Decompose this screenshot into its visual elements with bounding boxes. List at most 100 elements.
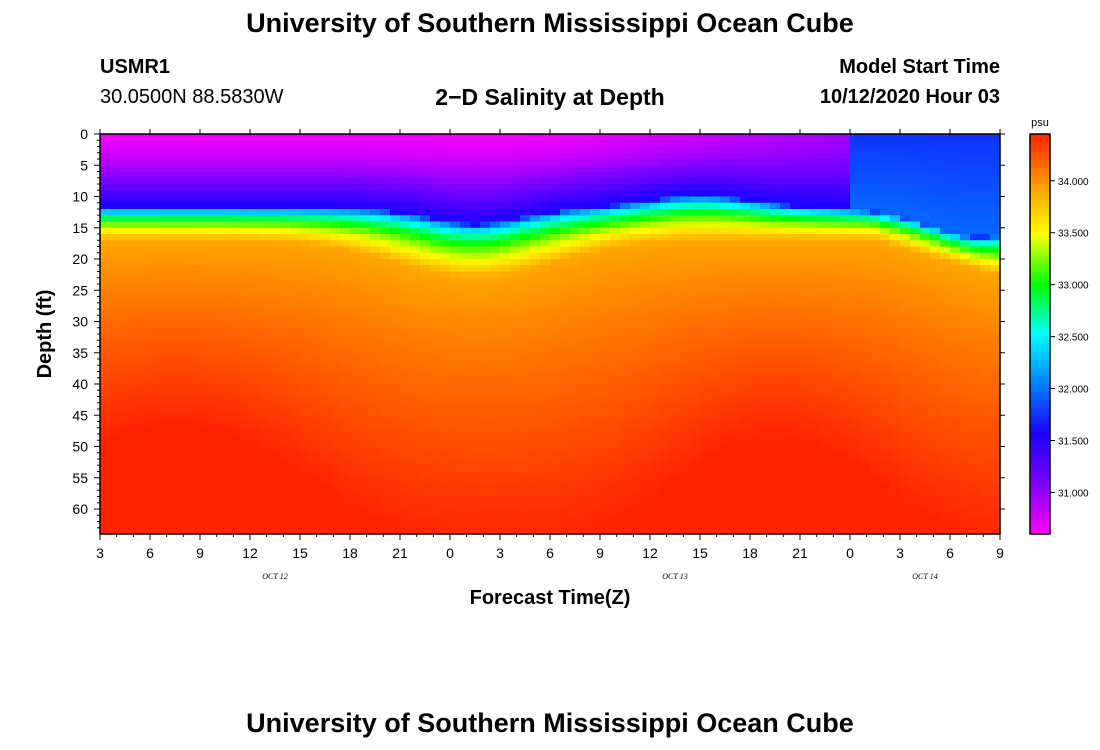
heatmap-cell — [240, 184, 251, 191]
heatmap-cell — [570, 484, 581, 491]
heatmap-cell — [690, 134, 701, 141]
heatmap-cell — [510, 165, 521, 173]
heatmap-cell — [530, 227, 541, 235]
heatmap-cell — [420, 284, 431, 291]
heatmap-cell — [390, 240, 401, 248]
heatmap-cell — [580, 302, 591, 310]
heatmap-cell — [410, 334, 421, 341]
heatmap-cell — [170, 502, 181, 510]
heatmap-cell — [140, 290, 151, 298]
heatmap-cell — [620, 459, 631, 466]
heatmap-cell — [750, 190, 761, 198]
heatmap-cell — [140, 296, 151, 304]
heatmap-cell — [740, 371, 751, 379]
heatmap-cell — [560, 415, 571, 423]
heatmap-cell — [300, 209, 311, 216]
heatmap-cell — [530, 315, 541, 323]
heatmap-cell — [750, 134, 761, 141]
heatmap-cell — [420, 271, 431, 279]
heatmap-cell — [860, 352, 871, 360]
heatmap-cell — [800, 184, 811, 191]
heatmap-cell — [440, 177, 451, 185]
heatmap-cell — [310, 159, 321, 166]
heatmap-cell — [430, 334, 441, 341]
heatmap-cell — [360, 196, 371, 204]
heatmap-cell — [580, 284, 591, 291]
heatmap-cell — [360, 465, 371, 473]
heatmap-cell — [690, 196, 701, 204]
heatmap-cell — [520, 221, 531, 229]
heatmap-cell — [260, 471, 271, 479]
heatmap-cell — [230, 140, 241, 148]
heatmap-cell — [630, 146, 641, 154]
heatmap-cell — [140, 490, 151, 498]
heatmap-cell — [390, 459, 401, 466]
heatmap-cell — [480, 327, 491, 335]
heatmap-cell — [110, 196, 121, 204]
heatmap-cell — [540, 390, 551, 398]
heatmap-cell — [410, 215, 421, 223]
heatmap-cell — [550, 246, 561, 254]
heatmap-cell — [510, 159, 521, 166]
heatmap-cell — [870, 477, 881, 485]
heatmap-cell — [470, 309, 481, 316]
heatmap-cell — [340, 146, 351, 154]
heatmap-cell — [300, 190, 311, 198]
heatmap-cell — [680, 515, 691, 523]
heatmap-cell — [470, 146, 481, 154]
heatmap-cell — [680, 309, 691, 316]
heatmap-cell — [610, 202, 621, 210]
heatmap-cell — [140, 421, 151, 429]
heatmap-cell — [310, 240, 321, 248]
heatmap-cell — [760, 184, 771, 191]
heatmap-cell — [850, 234, 861, 241]
heatmap-cell — [720, 352, 731, 360]
heatmap-cell — [860, 459, 871, 466]
heatmap-cell — [170, 209, 181, 216]
heatmap-cell — [840, 509, 851, 516]
heatmap-cell — [710, 152, 721, 160]
heatmap-cell — [400, 377, 411, 385]
heatmap-cell — [590, 390, 601, 398]
heatmap-cell — [770, 427, 781, 435]
heatmap-cell — [640, 171, 651, 179]
heatmap-cell — [280, 459, 291, 466]
heatmap-cell — [640, 246, 651, 254]
heatmap-cell — [720, 490, 731, 498]
heatmap-cell — [320, 290, 331, 298]
heatmap-cell — [280, 165, 291, 173]
heatmap-cell — [180, 215, 191, 223]
heatmap-cell — [550, 509, 561, 516]
heatmap-cell — [470, 252, 481, 260]
heatmap-cell — [550, 377, 561, 385]
heatmap-cell — [470, 215, 481, 223]
heatmap-cell — [240, 352, 251, 360]
heatmap-cell — [530, 165, 541, 173]
heatmap-cell — [830, 334, 841, 341]
heatmap-cell — [350, 259, 361, 266]
heatmap-cell — [760, 421, 771, 429]
heatmap-cell — [600, 502, 611, 510]
heatmap-cell — [820, 221, 831, 229]
heatmap-cell — [670, 390, 681, 398]
heatmap-cell — [270, 359, 281, 366]
heatmap-cell — [340, 209, 351, 216]
heatmap-cell — [590, 459, 601, 466]
heatmap-cell — [350, 246, 361, 254]
heatmap-cell — [120, 302, 131, 310]
heatmap-cell — [720, 271, 731, 279]
heatmap-cell — [280, 146, 291, 154]
heatmap-cell — [480, 171, 491, 179]
heatmap-cell — [710, 215, 721, 223]
heatmap-cell — [770, 327, 781, 335]
heatmap-cell — [660, 440, 671, 448]
heatmap-cell — [660, 359, 671, 366]
heatmap-cell — [790, 465, 801, 473]
heatmap-cell — [770, 434, 781, 441]
heatmap-cell — [850, 402, 861, 410]
heatmap-cell — [180, 440, 191, 448]
heatmap-cell — [390, 359, 401, 366]
heatmap-cell — [350, 140, 361, 148]
heatmap-cell — [840, 171, 851, 179]
heatmap-cell — [760, 215, 771, 223]
